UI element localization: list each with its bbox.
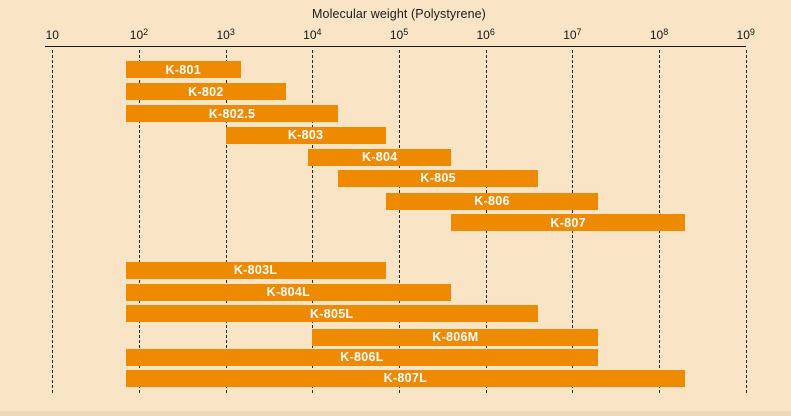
range-bar-k-805: K-805	[338, 169, 538, 187]
range-bar-k-805l: K-805L	[125, 305, 538, 322]
x-tick-label-10e9: 109	[736, 27, 755, 43]
bar-label: K-804L	[266, 285, 311, 299]
range-bar-k-803: K-803	[225, 126, 386, 144]
range-bar-k-803l: K-803L	[125, 261, 386, 279]
x-tick-label-10e5: 105	[389, 27, 409, 43]
bottom-edge-shade	[0, 411, 791, 416]
range-bar-k-806l: K-806L	[125, 348, 599, 366]
bar-label: K-802.5	[208, 106, 256, 121]
grid-line-10e5	[399, 50, 401, 393]
grid-line-10e3	[225, 50, 227, 393]
range-bar-k-802: K-802	[125, 83, 287, 100]
bar-label: K-806L	[340, 350, 384, 364]
range-bar-k-807: K-807	[451, 214, 686, 231]
x-tick-label-10e7: 107	[563, 27, 582, 43]
range-bar-k-804: K-804	[308, 148, 452, 166]
x-tick-label-10e3: 103	[216, 27, 235, 43]
range-bar-k-802.5: K-802.5	[125, 105, 339, 122]
bar-label: K-807	[550, 215, 586, 230]
bar-label: K-805L	[309, 306, 354, 321]
bar-label: K-806M	[432, 330, 479, 344]
x-tick-label-10e1: 10	[45, 28, 59, 42]
bar-label: K-806	[474, 194, 510, 208]
range-bar-k-806: K-806	[385, 192, 599, 210]
bar-label: K-807L	[383, 371, 428, 385]
bar-label: K-805	[420, 171, 456, 185]
grid-line-10e2	[138, 50, 140, 393]
x-axis-line	[45, 46, 746, 47]
bar-label: K-801	[165, 62, 201, 77]
bar-label: K-802	[188, 84, 224, 99]
grid-line-10e9	[745, 50, 747, 393]
chart-title: Molecular weight (Polystyrene)	[312, 7, 486, 21]
grid-line-10e1	[52, 50, 54, 393]
x-tick-label-10e4: 104	[303, 27, 322, 43]
grid-line-10e4	[312, 50, 314, 393]
bar-label: K-804	[362, 150, 398, 164]
bar-label: K-803L	[233, 263, 278, 277]
range-bar-k-801: K-801	[125, 61, 241, 78]
bar-label: K-803	[287, 128, 324, 142]
x-tick-label-10e2: 102	[129, 27, 149, 43]
x-tick-label-10e6: 106	[476, 27, 495, 43]
x-tick-label-10e8: 108	[649, 27, 669, 43]
range-bar-k-806m: K-806M	[312, 328, 599, 346]
range-bar-k-807l: K-807L	[125, 369, 686, 387]
range-bar-k-804l: K-804L	[125, 283, 452, 301]
